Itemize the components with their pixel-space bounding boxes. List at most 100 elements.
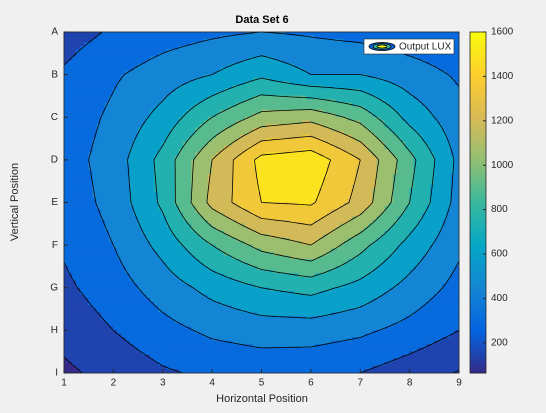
contour-fill xyxy=(372,113,402,118)
contour-fill xyxy=(100,209,114,214)
contour-fill xyxy=(368,74,410,79)
contour-fill xyxy=(199,212,213,218)
contour-fill xyxy=(92,305,114,310)
contour-fill xyxy=(261,99,312,104)
contour-fill xyxy=(113,152,131,157)
contour-fill xyxy=(211,241,246,246)
contour-fill xyxy=(162,163,176,168)
plot-area xyxy=(63,31,460,374)
contour-fill xyxy=(211,145,225,150)
contour-fill xyxy=(409,56,419,61)
contour-fill xyxy=(322,234,357,239)
contour-fill xyxy=(409,351,460,356)
colorbar-swatch xyxy=(470,74,486,78)
contour-fill xyxy=(359,81,394,86)
contour-fill xyxy=(191,326,213,331)
contour-fill xyxy=(113,344,135,349)
contour-fill xyxy=(351,187,361,193)
contour-fill xyxy=(409,234,439,239)
contour-fill xyxy=(310,202,345,207)
contour-fill xyxy=(154,184,164,189)
colorbar-swatch xyxy=(470,336,486,340)
contour-fill xyxy=(174,173,192,178)
contour-fill xyxy=(409,138,423,143)
contour-fill xyxy=(170,230,196,235)
contour-fill xyxy=(211,163,233,168)
contour-fill xyxy=(187,138,213,143)
contour-fill xyxy=(261,237,291,242)
contour-fill xyxy=(174,163,192,168)
contour-fill xyxy=(413,127,443,132)
contour-fill xyxy=(162,195,176,200)
contour-fill xyxy=(211,180,233,186)
contour-fill xyxy=(162,340,213,345)
contour-fill xyxy=(310,358,361,363)
contour-fill xyxy=(117,84,164,90)
contour-fill xyxy=(409,362,460,367)
contour-fill xyxy=(359,291,386,296)
contour-fill xyxy=(80,291,114,296)
contour-fill xyxy=(162,301,213,306)
contour-fill xyxy=(63,106,106,111)
colorbar-swatch xyxy=(470,154,486,158)
contour-fill xyxy=(178,148,201,154)
contour-fill xyxy=(343,131,361,136)
contour-fill xyxy=(359,347,410,352)
contour-fill xyxy=(310,362,361,367)
contour-fill xyxy=(392,195,410,200)
contour-fill xyxy=(261,308,312,313)
contour-fill xyxy=(331,230,361,235)
contour-fill xyxy=(401,138,410,143)
contour-fill xyxy=(310,159,332,164)
contour-fill xyxy=(92,38,114,43)
contour-fill xyxy=(409,141,427,146)
contour-fill xyxy=(63,301,89,306)
colorbar-swatch xyxy=(470,168,486,172)
contour-fill xyxy=(384,124,410,129)
contour-fill xyxy=(63,251,114,257)
contour-fill xyxy=(359,322,394,328)
colorbar-swatch xyxy=(470,321,486,326)
contour-fill xyxy=(113,102,159,107)
contour-fill xyxy=(211,152,217,157)
contour-fill xyxy=(347,219,361,225)
contour-fill xyxy=(113,131,139,136)
contour-fill xyxy=(162,305,213,310)
contour-fill xyxy=(310,262,345,267)
contour-fill xyxy=(359,308,410,313)
contour-fill xyxy=(318,191,353,196)
contour-fill xyxy=(174,124,201,129)
contour-fill xyxy=(310,187,320,193)
contour-fill xyxy=(409,347,419,352)
colorbar-swatch xyxy=(470,108,486,113)
contour-fill xyxy=(409,251,427,257)
contour-fill xyxy=(376,266,410,271)
contour-fill xyxy=(178,84,213,90)
contour-fill xyxy=(178,369,213,374)
contour-fill xyxy=(211,340,233,345)
contour-fill xyxy=(187,248,213,253)
contour-fill xyxy=(434,241,460,246)
contour-fill xyxy=(158,148,164,154)
contour-fill xyxy=(100,116,114,122)
contour-fill xyxy=(359,163,378,168)
contour-fill xyxy=(170,315,213,321)
contour-fill xyxy=(125,269,164,274)
contour-fill xyxy=(257,230,262,235)
contour-fill xyxy=(150,109,164,114)
contour-fill xyxy=(96,198,114,203)
contour-fill xyxy=(113,294,147,299)
contour-fill xyxy=(211,166,233,171)
contour-fill xyxy=(421,255,460,260)
contour-fill xyxy=(434,237,460,242)
contour-fill xyxy=(359,60,410,65)
contour-fill xyxy=(392,81,410,86)
colorbar-swatch xyxy=(470,296,486,300)
contour-fill xyxy=(92,138,114,143)
contour-fill xyxy=(63,131,98,136)
contour-fill xyxy=(211,212,225,218)
contour-fill xyxy=(347,116,361,122)
contour-fill xyxy=(409,134,423,139)
contour-fill xyxy=(232,340,262,345)
contour-fill xyxy=(359,269,373,274)
